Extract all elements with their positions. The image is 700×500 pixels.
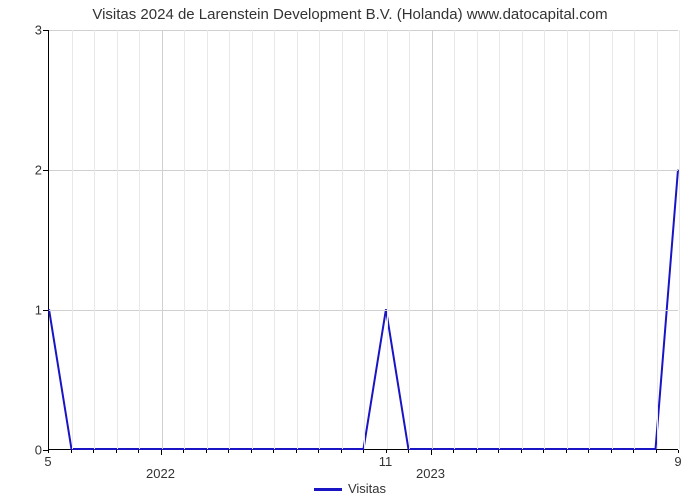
x-tick-mark: [386, 450, 387, 453]
grid-line-vertical-minor: [499, 30, 500, 449]
grid-line-vertical-minor: [409, 30, 410, 449]
grid-line-vertical-minor: [117, 30, 118, 449]
x-tick-mark: [453, 450, 454, 453]
x-tick-mark: [341, 450, 342, 453]
y-tick-mark: [43, 310, 48, 311]
x-tick-mark: [71, 450, 72, 453]
x-major-label: 2023: [416, 466, 445, 481]
y-tick-label: 3: [35, 23, 42, 38]
x-tick-mark: [543, 450, 544, 453]
y-tick-mark: [43, 30, 48, 31]
grid-line-vertical-minor: [252, 30, 253, 449]
grid-line-vertical-minor: [477, 30, 478, 449]
x-tick-mark: [363, 450, 364, 453]
grid-line-vertical-minor: [319, 30, 320, 449]
grid-line-vertical-minor: [274, 30, 275, 449]
grid-line-vertical-minor: [72, 30, 73, 449]
x-tick-mark: [251, 450, 252, 453]
grid-line-vertical-minor: [454, 30, 455, 449]
x-tick-mark: [408, 450, 409, 453]
x-tick-mark: [476, 450, 477, 453]
grid-line-vertical-minor: [229, 30, 230, 449]
grid-line-vertical-minor: [297, 30, 298, 449]
plot-area: [48, 30, 678, 450]
x-tick-mark: [498, 450, 499, 453]
x-major-label: 2022: [146, 466, 175, 481]
grid-line-vertical-minor: [589, 30, 590, 449]
grid-line-vertical-minor: [184, 30, 185, 449]
chart-legend: Visitas: [0, 481, 700, 496]
grid-line-vertical-minor: [364, 30, 365, 449]
x-tick-mark: [206, 450, 207, 453]
grid-line-vertical-minor: [522, 30, 523, 449]
x-tick-mark: [678, 450, 679, 453]
grid-line-vertical-minor: [657, 30, 658, 449]
x-tick-mark: [183, 450, 184, 453]
x-tick-mark: [633, 450, 634, 453]
grid-line-vertical-major: [162, 30, 163, 449]
x-tick-mark: [138, 450, 139, 453]
grid-line-vertical-minor: [544, 30, 545, 449]
x-point-label: 5: [44, 454, 51, 469]
x-tick-mark: [431, 450, 432, 455]
x-tick-mark: [161, 450, 162, 455]
x-point-label: 9: [674, 454, 681, 469]
y-tick-label: 1: [35, 303, 42, 318]
y-tick-label: 2: [35, 163, 42, 178]
x-tick-mark: [273, 450, 274, 453]
grid-line-vertical-minor: [634, 30, 635, 449]
x-tick-mark: [228, 450, 229, 453]
x-tick-mark: [116, 450, 117, 453]
x-tick-mark: [521, 450, 522, 453]
x-tick-mark: [611, 450, 612, 453]
y-tick-label: 0: [35, 443, 42, 458]
x-tick-mark: [48, 450, 49, 453]
grid-line-vertical-minor: [679, 30, 680, 449]
x-point-label: 11: [379, 454, 393, 469]
x-tick-mark: [296, 450, 297, 453]
grid-line-vertical-minor: [94, 30, 95, 449]
legend-swatch: [314, 488, 342, 491]
grid-line-vertical-minor: [387, 30, 388, 449]
x-tick-mark: [566, 450, 567, 453]
grid-line-vertical-minor: [207, 30, 208, 449]
chart-title: Visitas 2024 de Larenstein Development B…: [0, 6, 700, 23]
x-tick-mark: [656, 450, 657, 453]
grid-line-vertical-minor: [612, 30, 613, 449]
y-tick-mark: [43, 170, 48, 171]
x-tick-mark: [93, 450, 94, 453]
grid-line-vertical-major: [432, 30, 433, 449]
grid-line-vertical-minor: [342, 30, 343, 449]
x-tick-mark: [318, 450, 319, 453]
visits-chart: Visitas 2024 de Larenstein Development B…: [0, 0, 700, 500]
x-tick-mark: [588, 450, 589, 453]
legend-label: Visitas: [348, 481, 386, 496]
grid-line-vertical-minor: [139, 30, 140, 449]
grid-line-vertical-minor: [567, 30, 568, 449]
